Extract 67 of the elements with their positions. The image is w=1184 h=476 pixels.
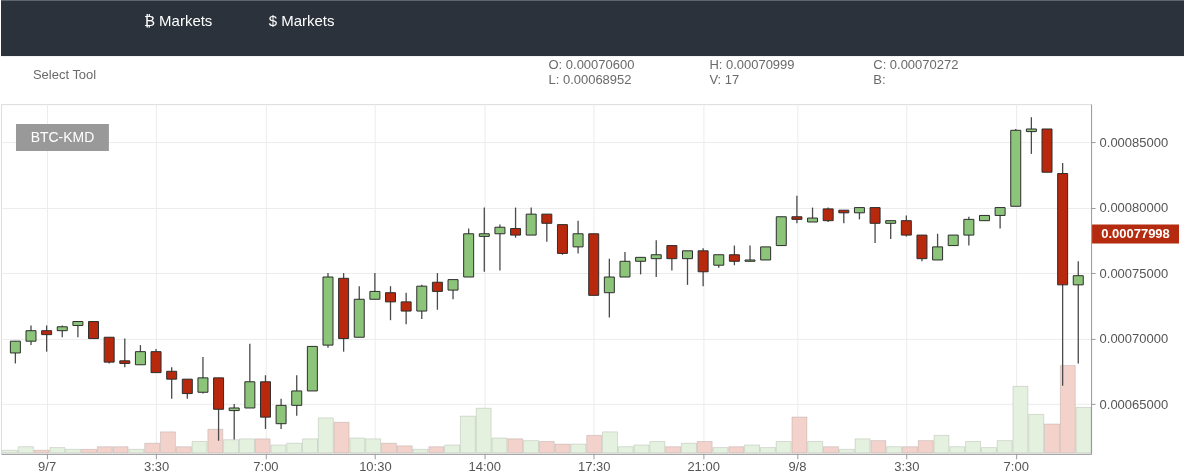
x-tick-label: 9/7 (38, 459, 57, 475)
candlestick (791, 195, 803, 224)
y-tick-label: 0.00070000 (1099, 331, 1169, 347)
candlestick (963, 216, 975, 247)
candlestick (603, 258, 615, 319)
x-tick-label: 3:30 (143, 459, 170, 475)
candlestick (650, 239, 662, 278)
candlestick (25, 324, 37, 346)
candlestick (400, 292, 412, 325)
candlestick (119, 337, 131, 369)
text: L: 0.00068952 (548, 72, 632, 88)
text: O: 0.00070600 (548, 57, 635, 73)
candlestick (228, 403, 240, 441)
candlestick (682, 250, 693, 286)
candlestick (9, 340, 21, 365)
x-tick-label: 9/8 (788, 459, 807, 475)
text: 0.00077998 (1101, 226, 1170, 241)
candlestick (197, 356, 209, 395)
candlestick (932, 233, 944, 261)
candlestick (181, 378, 193, 400)
candlestick (541, 213, 553, 243)
text: B: (873, 72, 886, 88)
candlestick (447, 278, 459, 300)
candlestick (150, 348, 162, 374)
candlestick (1072, 260, 1084, 365)
x-tick-label: 10:30 (359, 459, 392, 475)
x-tick-label: 14:00 (468, 459, 502, 475)
text: BTC-KMD (30, 129, 95, 146)
text: $ Markets (268, 12, 335, 30)
candlestick (1025, 116, 1037, 155)
text: H: 0.00070999 (709, 57, 795, 73)
candlestick (72, 320, 84, 338)
candlestick (166, 366, 178, 400)
candlestick (134, 344, 146, 366)
candlestick (994, 206, 1006, 230)
candlestick (744, 244, 756, 262)
candlestick (885, 220, 897, 240)
candlestick (697, 247, 709, 287)
candlestick (572, 220, 584, 255)
x-tick-label: 17:30 (577, 459, 611, 475)
candlestick (385, 285, 397, 321)
y-tick-label: 0.00085000 (1099, 134, 1169, 150)
text: V: 17 (709, 72, 740, 88)
x-tick-label: 3:30 (894, 459, 920, 475)
x-tick-label: 7:00 (253, 459, 279, 475)
candlestick (525, 206, 537, 236)
candlestick (41, 324, 53, 353)
candlestick (478, 206, 490, 273)
y-tick-label: 0.00065000 (1099, 396, 1169, 412)
text: C: 0.00070272 (873, 57, 959, 73)
text: Select Tool (32, 67, 97, 83)
candlestick (275, 398, 287, 430)
candlestick (916, 234, 928, 262)
candlestick (494, 223, 506, 272)
candlestick (291, 374, 303, 417)
candlestick (666, 244, 678, 272)
candlestick (431, 272, 443, 311)
text: ₿ Markets (143, 12, 213, 30)
candlestick (869, 206, 881, 244)
candlestick (728, 244, 740, 266)
candlestick (619, 251, 631, 278)
candlestick (369, 272, 381, 300)
candlestick (510, 206, 522, 239)
x-tick-label: 21:00 (687, 459, 720, 475)
y-tick-label: 0.00080000 (1099, 200, 1169, 216)
x-tick-label: 7:00 (1003, 459, 1029, 475)
y-tick-label: 0.00075000 (1099, 265, 1169, 281)
